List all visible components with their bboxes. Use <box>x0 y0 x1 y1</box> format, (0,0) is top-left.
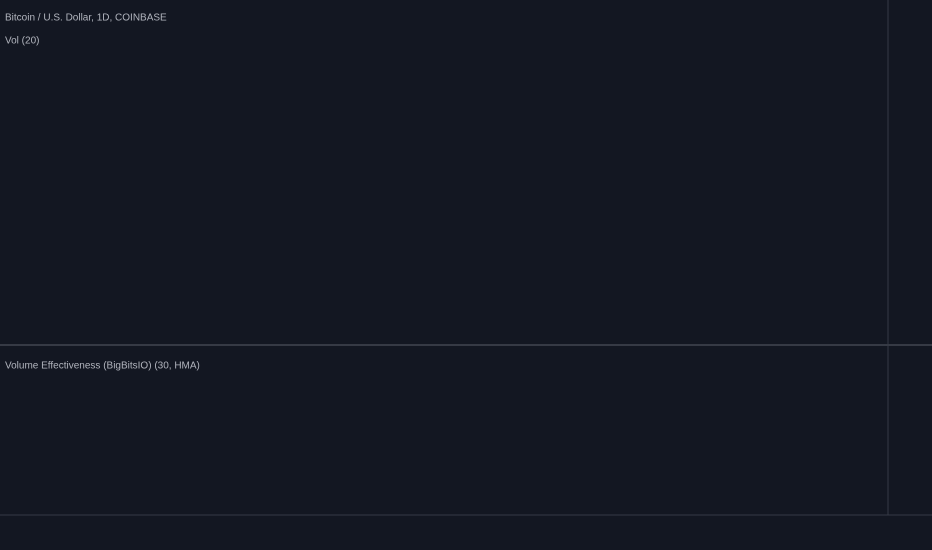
indicator-title: Volume Effectiveness (BigBitsIO) (30, HM… <box>5 361 200 372</box>
chart-title: Bitcoin / U.S. Dollar, 1D, COINBASE <box>5 13 167 24</box>
volume-label: Vol (20) <box>5 36 39 47</box>
